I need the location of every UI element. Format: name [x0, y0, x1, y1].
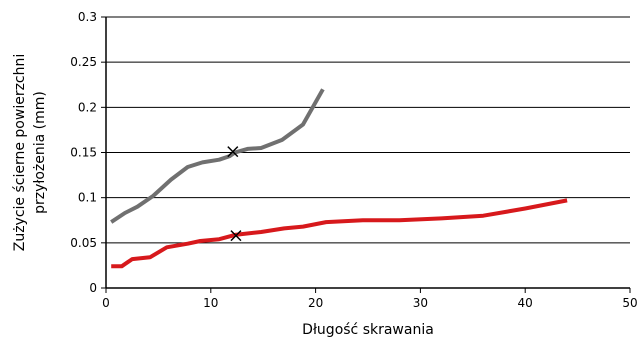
- y-axis-title-line-1: Zużycie ścierne powierzchni: [12, 54, 28, 252]
- y-tick-label-6: 0.3: [78, 10, 97, 24]
- y-tick-label-0: 0: [89, 281, 97, 295]
- y-tick-label-4: 0.2: [78, 100, 97, 114]
- series-group: [110, 88, 568, 269]
- y-tick-label-3: 0.15: [70, 146, 97, 160]
- y-tick-label-5: 0.25: [70, 55, 97, 69]
- y-axis-title-line-2: przyłożenia (mm): [32, 91, 48, 214]
- x-tick-label-1: 10: [203, 296, 218, 310]
- x-tick-label-0: 0: [102, 296, 110, 310]
- series-line-1: [111, 198, 568, 269]
- x-tick-label-2: 20: [308, 296, 323, 310]
- series-line-0: [110, 88, 325, 224]
- y-tick-label-2: 0.1: [78, 191, 97, 205]
- y-tick-label-1: 0.05: [70, 236, 97, 250]
- x-axis-title: Długość skrawania: [302, 322, 434, 338]
- grid-lines: [106, 16, 630, 244]
- series-marker-1: [230, 230, 242, 242]
- series-marker-0: [227, 146, 239, 158]
- axis-ticks: 0 0.05 0.1 0.15 0.2 0.25 0.3 0 10 20 30 40 50: [70, 10, 637, 310]
- x-tick-label-5: 50: [622, 296, 637, 310]
- x-tick-label-4: 40: [518, 296, 533, 310]
- x-tick-label-3: 30: [413, 296, 428, 310]
